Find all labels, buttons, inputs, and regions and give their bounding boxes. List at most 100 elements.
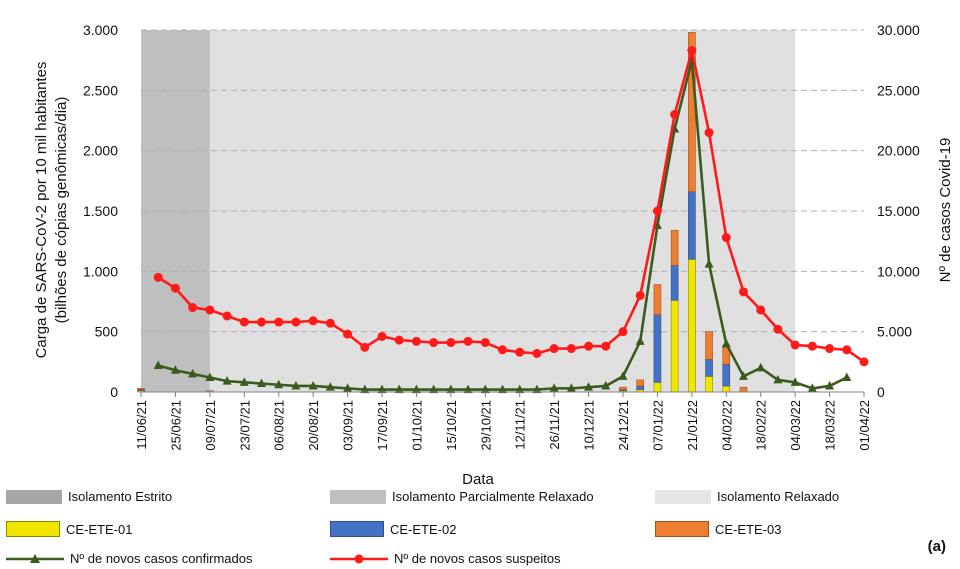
x-tick-label: 23/07/21 bbox=[237, 400, 252, 451]
point-confirmados bbox=[721, 338, 731, 348]
point-suspeitos bbox=[377, 331, 387, 341]
point-suspeitos bbox=[257, 317, 266, 327]
point-suspeitos bbox=[463, 336, 473, 346]
y-tick-label: 0 bbox=[110, 384, 118, 400]
point-suspeitos bbox=[756, 305, 766, 315]
point-suspeitos bbox=[549, 344, 559, 354]
x-tick-label: 21/01/22 bbox=[685, 400, 700, 451]
point-suspeitos bbox=[394, 335, 404, 345]
point-confirmados bbox=[325, 382, 335, 391]
x-tick-label: 18/03/22 bbox=[823, 400, 838, 451]
point-suspeitos bbox=[205, 305, 215, 315]
bar-ce-ete-03 bbox=[722, 347, 731, 365]
point-suspeitos bbox=[842, 345, 852, 355]
x-tick-label: 15/10/21 bbox=[444, 400, 459, 451]
point-suspeitos bbox=[601, 341, 611, 351]
point-confirmados bbox=[153, 360, 163, 369]
y2-tick-label: 5.000 bbox=[877, 324, 912, 340]
point-suspeitos bbox=[308, 316, 318, 326]
bar-ce-ete-01 bbox=[653, 382, 662, 393]
x-tick-label: 09/07/21 bbox=[203, 400, 218, 451]
y2-tick-label: 20.000 bbox=[877, 143, 920, 159]
x-tick-label: 26/11/21 bbox=[547, 400, 562, 450]
point-confirmados bbox=[498, 384, 507, 394]
point-confirmados bbox=[411, 384, 421, 394]
point-confirmados bbox=[566, 383, 576, 392]
x-axis-label: Data bbox=[462, 471, 494, 488]
point-suspeitos bbox=[635, 290, 645, 300]
y-axis-label-line2: (bilhões de cópias genômicas/dia) bbox=[53, 97, 70, 324]
point-confirmados bbox=[274, 379, 284, 389]
x-tick-label: 20/08/21 bbox=[306, 400, 321, 451]
point-confirmados bbox=[601, 380, 611, 390]
x-tick-label: 01/04/22 bbox=[857, 400, 872, 451]
point-confirmados bbox=[429, 384, 439, 394]
point-confirmados bbox=[446, 384, 456, 394]
point-suspeitos bbox=[773, 324, 783, 334]
x-tick-label: 11/06/21 bbox=[134, 400, 149, 450]
x-tick-label: 17/09/21 bbox=[375, 400, 390, 451]
bar-series bbox=[137, 32, 748, 393]
point-suspeitos bbox=[704, 128, 714, 138]
point-suspeitos bbox=[670, 109, 680, 119]
point-suspeitos bbox=[790, 340, 800, 350]
bar-ce-ete-03 bbox=[670, 230, 679, 266]
y2-tick-label: 0 bbox=[877, 384, 885, 400]
point-suspeitos bbox=[515, 347, 525, 357]
x-tick-label: 12/11/21 bbox=[513, 400, 528, 450]
point-confirmados bbox=[549, 383, 559, 392]
y-tick-label: 2.500 bbox=[83, 82, 118, 98]
point-confirmados bbox=[635, 336, 645, 345]
point-suspeitos bbox=[480, 338, 490, 348]
point-suspeitos bbox=[274, 317, 284, 327]
bar-ce-ete-03 bbox=[619, 386, 627, 390]
point-suspeitos bbox=[532, 348, 542, 358]
bar-ce-ete-02 bbox=[653, 314, 662, 383]
bar-ce-ete-03 bbox=[705, 331, 713, 360]
point-confirmados bbox=[308, 380, 318, 390]
point-suspeitos bbox=[618, 327, 628, 337]
point-confirmados bbox=[739, 371, 748, 380]
bar-ce-ete-03 bbox=[739, 386, 748, 393]
x-tick-label: 18/02/22 bbox=[754, 400, 769, 451]
bar-ce-ete-02 bbox=[722, 363, 731, 387]
point-suspeitos bbox=[498, 345, 507, 355]
y-tick-label: 3.000 bbox=[83, 22, 118, 38]
bar-ce-ete-01 bbox=[722, 385, 731, 393]
point-confirmados bbox=[222, 376, 232, 385]
bar-ce-ete-01 bbox=[670, 299, 679, 393]
x-tick-label: 10/12/21 bbox=[582, 400, 597, 451]
point-confirmados bbox=[480, 384, 490, 394]
y2-tick-label: 25.000 bbox=[877, 82, 920, 98]
axes: 0 0 500 5.000 1.000 10.000 1.500 15.000 2.000 20.… bbox=[83, 22, 920, 451]
bar-ce-ete-02 bbox=[688, 191, 696, 260]
x-tick-label: 07/01/22 bbox=[650, 400, 665, 451]
point-suspeitos bbox=[170, 283, 180, 293]
point-confirmados bbox=[515, 384, 525, 394]
point-suspeitos bbox=[825, 344, 835, 354]
point-suspeitos bbox=[291, 317, 301, 327]
bar-ce-ete-02 bbox=[670, 264, 679, 301]
bar-ce-ete-01 bbox=[705, 376, 713, 393]
x-tick-label: 01/10/21 bbox=[409, 400, 424, 451]
x-tick-label: 04/02/22 bbox=[719, 400, 734, 451]
bar-ce-ete-03 bbox=[137, 388, 145, 390]
point-confirmados bbox=[343, 383, 353, 392]
point-suspeitos bbox=[687, 46, 697, 56]
y2-tick-label: 15.000 bbox=[877, 203, 920, 219]
point-suspeitos bbox=[222, 311, 232, 321]
point-confirmados bbox=[360, 384, 370, 394]
point-suspeitos bbox=[411, 336, 421, 346]
point-suspeitos bbox=[566, 344, 576, 354]
point-suspeitos bbox=[153, 272, 163, 282]
point-suspeitos bbox=[360, 342, 370, 352]
point-suspeitos bbox=[239, 317, 249, 327]
y-tick-label: 1.000 bbox=[83, 263, 118, 279]
bar-ce-ete-03 bbox=[653, 284, 662, 316]
point-confirmados bbox=[842, 372, 852, 382]
point-suspeitos bbox=[859, 357, 869, 367]
point-confirmados bbox=[377, 384, 387, 394]
point-suspeitos bbox=[807, 341, 817, 351]
gridlines bbox=[141, 29, 864, 333]
